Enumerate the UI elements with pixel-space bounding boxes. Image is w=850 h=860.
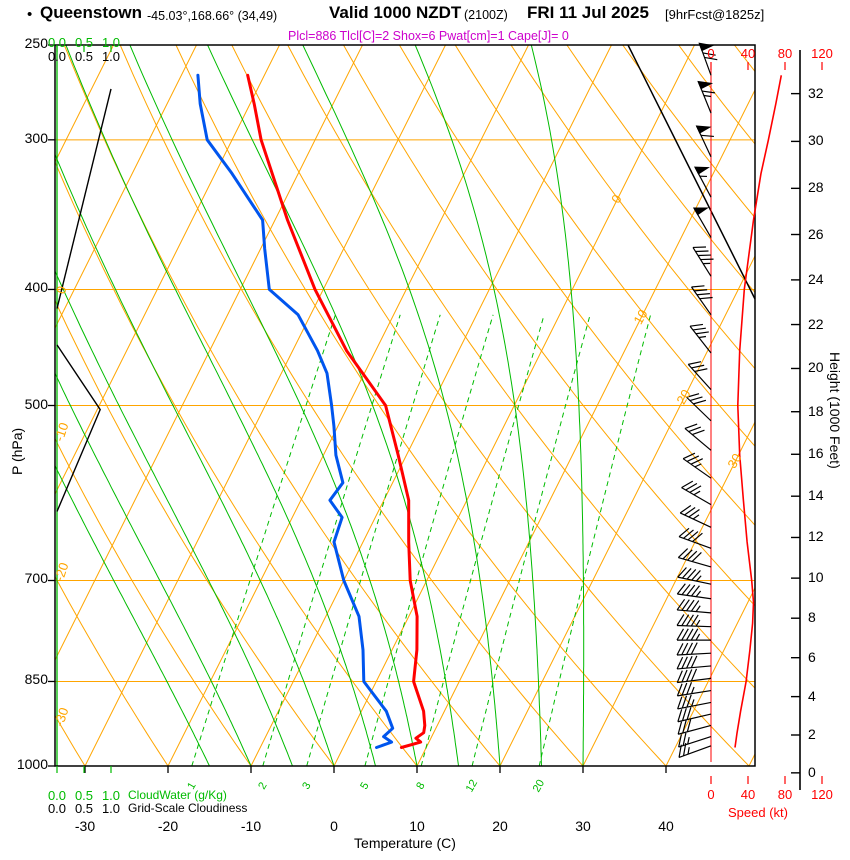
station-bullet: • [27, 6, 33, 23]
temperature-axis-title: Temperature (C) [354, 835, 456, 851]
frame-diagonal [627, 44, 756, 300]
speed-axis-title: Speed (kt) [728, 805, 788, 820]
height-axis-title: Height (1000 Feet) [827, 352, 843, 469]
cloudiness-axis-title: Grid-Scale Cloudiness [128, 801, 248, 815]
station-name: Queenstown [40, 3, 143, 22]
valid-time-utc: (2100Z) [464, 8, 508, 22]
sounding-parameters: Plcl=886 Tlcl[C]=2 Shox=6 Pwat[cm]=1 Cap… [288, 29, 569, 43]
grid-lines [55, 45, 755, 766]
forecast-tag: [9hrFcst@1825z] [665, 7, 765, 22]
valid-date: FRI 11 Jul 2025 [527, 3, 649, 22]
pressure-axis-title: P (hPa) [9, 427, 25, 475]
valid-time: Valid 1000 NZDT [329, 3, 462, 22]
cloudiness-profile [56, 344, 101, 512]
cloudwater-axis-title: CloudWater (g/Kg) [128, 788, 227, 802]
dewpoint-curve [196, 73, 395, 749]
station-coords: -45.03°,168.66° (34,49) [147, 9, 278, 23]
wind-barbs [676, 42, 718, 759]
speed-curve [734, 75, 783, 748]
cloudiness-profile [56, 88, 112, 309]
temperature-curve [246, 73, 427, 749]
